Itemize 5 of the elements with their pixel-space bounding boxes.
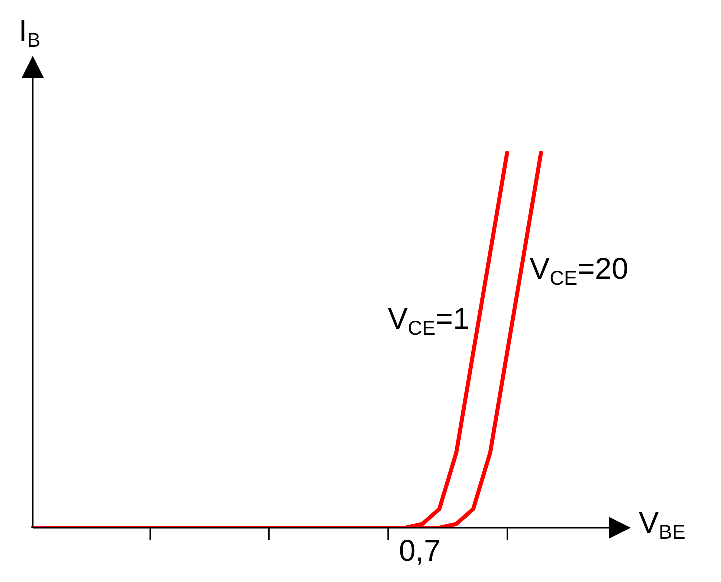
x-axis-title: V$_{BE}$ [639,507,686,544]
series-label: V$_{CE}$=1 [388,302,470,340]
text: 0,7 [399,535,441,568]
series-label: V$_{CE}$=20 [530,252,629,290]
y-axis-title: I$_{B}$ [19,15,41,52]
